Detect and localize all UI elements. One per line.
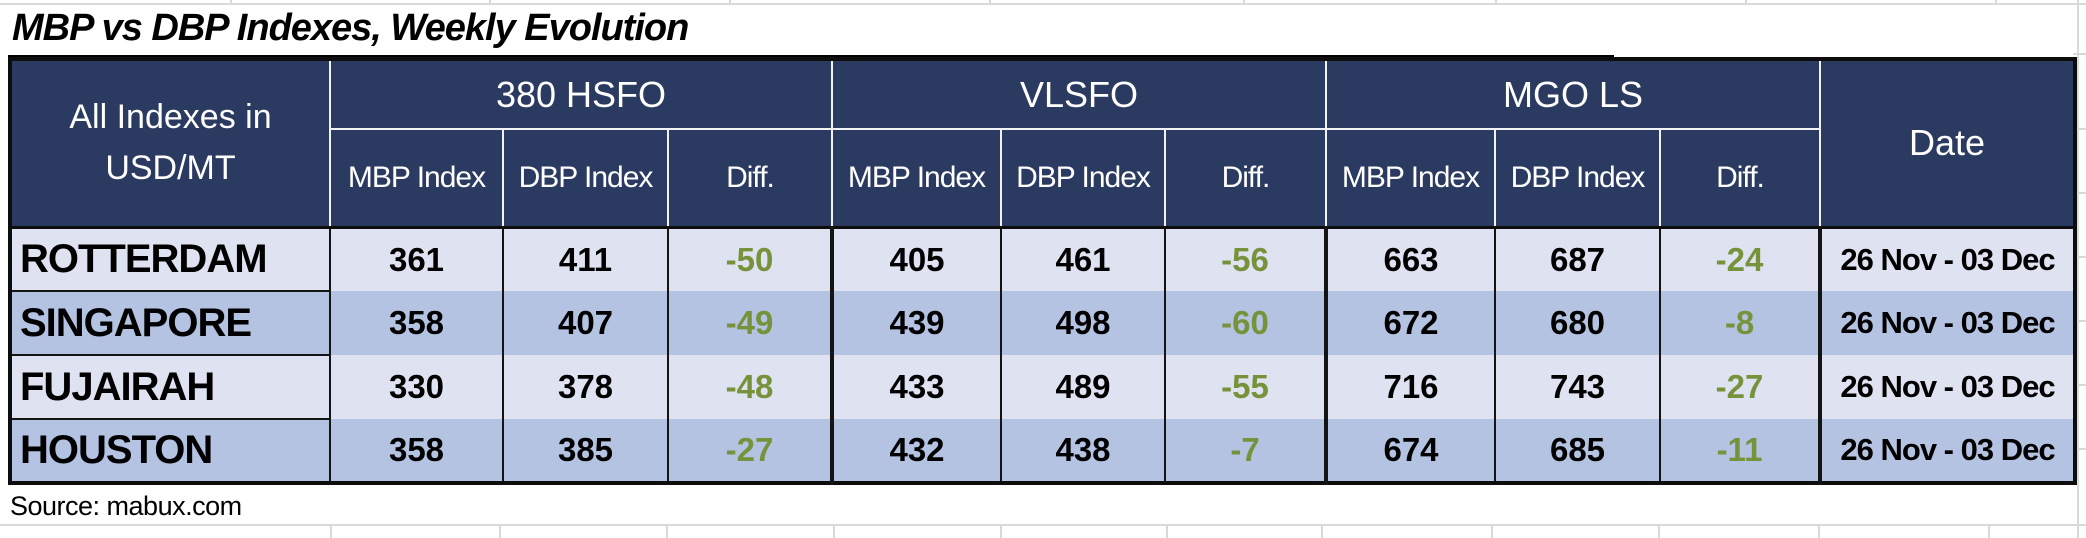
gridline bbox=[230, 0, 232, 5]
mgo-dbp-header: DBP Index bbox=[1494, 128, 1661, 228]
group-header-vlsfo: VLSFO bbox=[831, 58, 1327, 130]
gridline bbox=[2073, 53, 2086, 55]
port-cell: HOUSTON bbox=[10, 419, 331, 484]
value-cell: 358 bbox=[329, 419, 504, 483]
gridline bbox=[2073, 448, 2086, 450]
gridline bbox=[2073, 256, 2086, 258]
vlsfo-mbp-header: MBP Index bbox=[831, 128, 1002, 228]
value-cell: 672 bbox=[1324, 291, 1496, 355]
diff-cell: -56 bbox=[1164, 225, 1327, 291]
value-cell: 663 bbox=[1324, 225, 1496, 291]
group-header-mgo-ls: MGO LS bbox=[1325, 58, 1821, 130]
date-cell: 26 Nov - 03 Dec bbox=[1818, 225, 2076, 291]
gridline bbox=[1321, 524, 1323, 538]
gridline bbox=[2073, 320, 2086, 322]
hsfo-mbp-header: MBP Index bbox=[329, 128, 504, 228]
value-cell: 385 bbox=[502, 419, 669, 483]
value-cell: 438 bbox=[1000, 419, 1166, 483]
value-cell: 716 bbox=[1324, 355, 1496, 419]
port-cell: SINGAPORE bbox=[10, 291, 331, 356]
date-cell: 26 Nov - 03 Dec bbox=[1818, 419, 2076, 483]
group-header-380-hsfo: 380 HSFO bbox=[329, 58, 833, 130]
gridline bbox=[1243, 0, 1245, 5]
gridline bbox=[1000, 524, 1002, 538]
gridline bbox=[2073, 128, 2086, 130]
value-cell: 407 bbox=[502, 291, 669, 355]
value-cell: 361 bbox=[329, 225, 504, 291]
value-cell: 680 bbox=[1494, 291, 1661, 355]
diff-cell: -24 bbox=[1659, 225, 1821, 291]
diff-cell: -7 bbox=[1164, 419, 1327, 483]
diff-cell: -8 bbox=[1659, 291, 1821, 355]
page-title: MBP vs DBP Indexes, Weekly Evolution bbox=[12, 7, 689, 49]
gridline bbox=[2073, 384, 2086, 386]
gridline bbox=[2073, 192, 2086, 194]
diff-cell: -11 bbox=[1659, 419, 1821, 483]
vlsfo-diff-header: Diff. bbox=[1164, 128, 1327, 228]
port-cell: ROTTERDAM bbox=[10, 225, 331, 292]
gridline bbox=[1988, 524, 1990, 538]
hsfo-dbp-header: DBP Index bbox=[502, 128, 669, 228]
corner-header-line1: All Indexes in bbox=[69, 98, 272, 137]
value-cell: 498 bbox=[1000, 291, 1166, 355]
gridline bbox=[330, 524, 332, 538]
date-cell: 26 Nov - 03 Dec bbox=[1818, 291, 2076, 355]
gridline bbox=[1491, 524, 1493, 538]
value-cell: 743 bbox=[1494, 355, 1661, 419]
diff-cell: -60 bbox=[1164, 291, 1327, 355]
value-cell: 433 bbox=[830, 355, 1002, 419]
group-header-row: All Indexes in USD/MT 380 HSFO VLSFO MGO… bbox=[9, 58, 2076, 228]
hsfo-diff-header: Diff. bbox=[667, 128, 833, 228]
gridline bbox=[0, 3, 2086, 5]
mgo-mbp-header: MBP Index bbox=[1325, 128, 1496, 228]
corner-header-line2: USD/MT bbox=[105, 149, 236, 188]
value-cell: 674 bbox=[1324, 419, 1496, 483]
gridline bbox=[1495, 0, 1497, 5]
vlsfo-dbp-header: DBP Index bbox=[1000, 128, 1166, 228]
table-row-singapore: SINGAPORE 358 407 -49 439 498 -60 672 68… bbox=[10, 291, 2076, 356]
indexes-table: All Indexes in USD/MT 380 HSFO VLSFO MGO… bbox=[8, 57, 2077, 485]
gridline bbox=[489, 0, 491, 5]
value-cell: 378 bbox=[502, 355, 669, 419]
mgo-diff-header: Diff. bbox=[1659, 128, 1821, 228]
date-cell: 26 Nov - 03 Dec bbox=[1818, 355, 2076, 419]
diff-cell: -50 bbox=[667, 225, 833, 291]
gridline bbox=[666, 524, 668, 538]
value-cell: 687 bbox=[1494, 225, 1661, 291]
gridline bbox=[989, 0, 991, 5]
value-cell: 461 bbox=[1000, 225, 1166, 291]
gridline bbox=[0, 524, 2086, 526]
diff-cell: -55 bbox=[1164, 355, 1327, 419]
table-row-fujairah: FUJAIRAH 330 378 -48 433 489 -55 716 743… bbox=[10, 355, 2076, 420]
diff-cell: -27 bbox=[1659, 355, 1821, 419]
value-cell: 411 bbox=[502, 225, 669, 291]
gridline bbox=[729, 0, 731, 5]
diff-cell: -49 bbox=[667, 291, 833, 355]
gridline bbox=[1995, 0, 1997, 5]
gridline bbox=[1745, 0, 1747, 5]
gridline bbox=[1166, 524, 1168, 538]
value-cell: 489 bbox=[1000, 355, 1166, 419]
gridline bbox=[2077, 0, 2079, 538]
sub-header-row: MBP Index DBP Index Diff. MBP Index DBP … bbox=[10, 128, 2075, 228]
gridline bbox=[1658, 524, 1660, 538]
table-row-rotterdam: ROTTERDAM 361 411 -50 405 461 -56 663 68… bbox=[10, 225, 2076, 292]
value-cell: 330 bbox=[329, 355, 504, 419]
value-cell: 432 bbox=[830, 419, 1002, 483]
corner-header: All Indexes in USD/MT bbox=[9, 58, 331, 228]
value-cell: 405 bbox=[830, 225, 1002, 291]
gridline bbox=[833, 524, 835, 538]
date-header: Date bbox=[1819, 58, 2076, 228]
diff-cell: -27 bbox=[667, 419, 833, 483]
table-row-houston: HOUSTON 358 385 -27 432 438 -7 674 685 -… bbox=[10, 419, 2076, 484]
title-underline: MBP vs DBP Indexes, Weekly Evolution bbox=[8, 5, 1614, 59]
diff-cell: -48 bbox=[667, 355, 833, 419]
gridline bbox=[1818, 524, 1820, 538]
source-caption: Source: mabux.com bbox=[10, 491, 242, 521]
value-cell: 439 bbox=[830, 291, 1002, 355]
value-cell: 358 bbox=[329, 291, 504, 355]
value-cell: 685 bbox=[1494, 419, 1661, 483]
port-cell: FUJAIRAH bbox=[10, 355, 331, 420]
gridline bbox=[499, 524, 501, 538]
